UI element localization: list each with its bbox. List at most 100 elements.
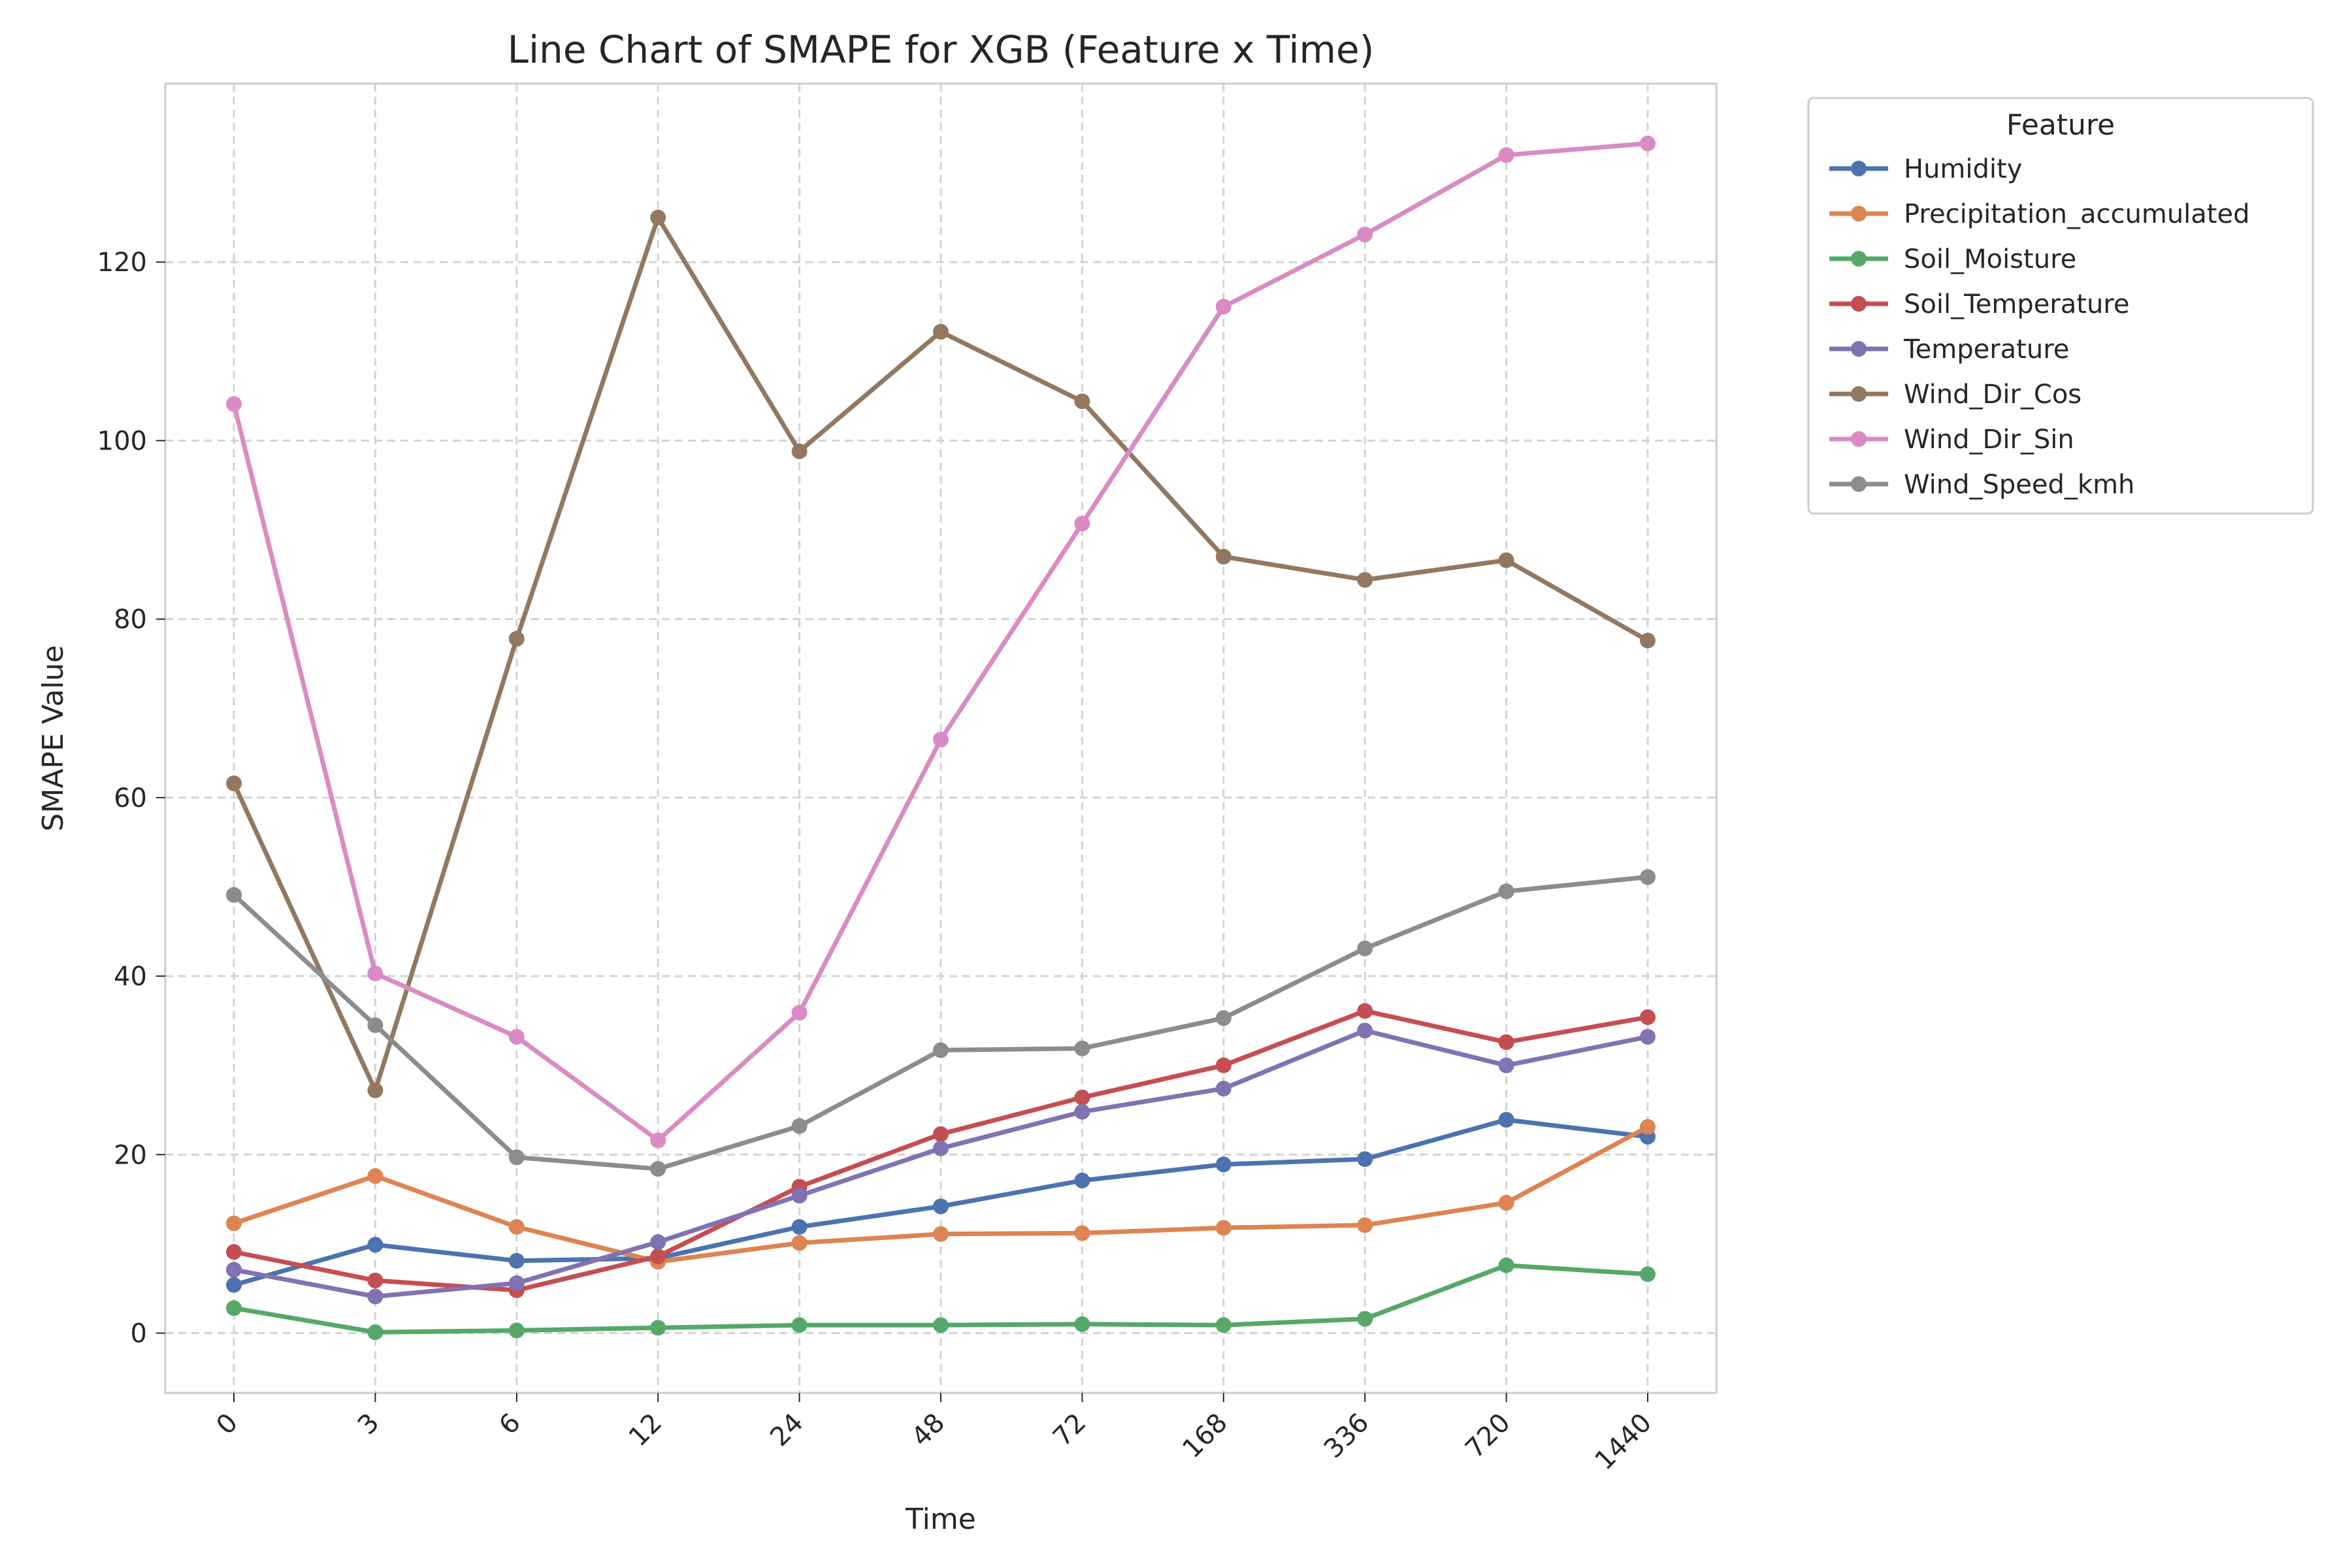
x-tick-label: 0 bbox=[211, 1408, 244, 1441]
data-point bbox=[1498, 1111, 1514, 1128]
data-point bbox=[650, 1161, 666, 1177]
data-point bbox=[1215, 299, 1232, 315]
data-point bbox=[1074, 1316, 1090, 1332]
data-point bbox=[1357, 1003, 1373, 1019]
series-soil-moisture bbox=[226, 1257, 1656, 1341]
data-point bbox=[1074, 515, 1090, 532]
data-point bbox=[226, 1277, 242, 1293]
data-point bbox=[1074, 393, 1090, 410]
y-axis-title: SMAPE Value bbox=[37, 645, 70, 831]
legend-label: Humidity bbox=[1904, 154, 2022, 184]
series-layer bbox=[226, 135, 1656, 1341]
data-point bbox=[650, 1234, 666, 1250]
data-point bbox=[367, 965, 384, 981]
x-tick-label: 72 bbox=[1047, 1408, 1092, 1453]
data-point bbox=[508, 1149, 525, 1166]
data-point bbox=[1357, 1022, 1373, 1039]
data-point bbox=[933, 1198, 949, 1215]
legend-label: Precipitation_accumulated bbox=[1904, 199, 2250, 229]
legend-marker bbox=[1851, 251, 1867, 267]
data-point bbox=[1357, 1151, 1373, 1168]
data-point bbox=[791, 1188, 808, 1204]
data-point bbox=[1640, 869, 1656, 885]
x-tick-label: 48 bbox=[906, 1408, 951, 1453]
data-point bbox=[791, 1118, 808, 1134]
legend-marker bbox=[1851, 476, 1867, 492]
data-point bbox=[1498, 1057, 1514, 1073]
y-tick-label: 0 bbox=[131, 1318, 147, 1348]
data-point bbox=[1498, 1257, 1514, 1273]
data-point bbox=[1215, 1010, 1232, 1026]
data-point bbox=[650, 1320, 666, 1336]
y-axis-ticks: 0 20 40 60 80 100 120 bbox=[97, 248, 165, 1348]
legend-box bbox=[1807, 97, 2314, 515]
legend-marker bbox=[1851, 206, 1867, 221]
data-point bbox=[1498, 552, 1514, 568]
data-point bbox=[1215, 1081, 1232, 1097]
legend-marker bbox=[1851, 296, 1867, 312]
data-point bbox=[1215, 1057, 1232, 1073]
data-point bbox=[1357, 940, 1373, 956]
y-tick-label: 120 bbox=[97, 248, 147, 278]
data-point bbox=[367, 1288, 384, 1305]
y-tick-label: 80 bbox=[114, 605, 147, 635]
legend-label: Wind_Dir_Sin bbox=[1904, 425, 2074, 455]
legend-items: Humidity Precipitation_accumulated Soil_Mo… bbox=[1829, 154, 2250, 500]
data-point bbox=[226, 1215, 242, 1232]
x-tick-label: 1440 bbox=[1590, 1408, 1658, 1477]
legend-label: Temperature bbox=[1903, 335, 2069, 365]
data-point bbox=[791, 1235, 808, 1251]
legend-marker bbox=[1851, 161, 1867, 176]
data-point bbox=[933, 1126, 949, 1142]
legend-label: Soil_Moisture bbox=[1904, 244, 2076, 274]
x-tick-label: 720 bbox=[1460, 1408, 1516, 1465]
series-wind-dir-cos bbox=[226, 209, 1656, 1098]
data-point bbox=[1215, 1220, 1232, 1236]
data-point bbox=[933, 1317, 949, 1333]
data-point bbox=[650, 1248, 666, 1264]
x-axis-title: Time bbox=[905, 1503, 976, 1536]
data-point bbox=[1640, 1028, 1656, 1045]
legend-item: Precipitation_accumulated bbox=[1829, 199, 2250, 229]
data-point bbox=[226, 1244, 242, 1260]
x-tick-label: 3 bbox=[352, 1408, 385, 1441]
data-point bbox=[1498, 1034, 1514, 1051]
legend-item: Temperature bbox=[1829, 335, 2069, 365]
legend: Feature Humidity Precipitation_accumulate… bbox=[1807, 97, 2314, 515]
data-point bbox=[367, 1324, 384, 1341]
x-tick-label: 24 bbox=[764, 1408, 809, 1453]
data-point bbox=[1640, 1009, 1656, 1025]
legend-item: Soil_Moisture bbox=[1829, 244, 2076, 274]
data-point bbox=[1498, 883, 1514, 900]
data-point bbox=[226, 775, 242, 791]
series-temperature bbox=[226, 1022, 1656, 1305]
data-point bbox=[1640, 135, 1656, 152]
chart-title: Line Chart of SMAPE for XGB (Feature x T… bbox=[508, 27, 1375, 72]
data-point bbox=[791, 1005, 808, 1021]
data-point bbox=[1357, 1217, 1373, 1233]
legend-marker bbox=[1851, 431, 1867, 447]
data-point bbox=[1357, 572, 1373, 588]
legend-item: Soil_Temperature bbox=[1829, 289, 2129, 319]
data-point bbox=[1640, 1119, 1656, 1135]
data-point bbox=[1215, 1317, 1232, 1333]
data-point bbox=[367, 1168, 384, 1184]
data-point bbox=[1215, 549, 1232, 565]
data-point bbox=[367, 1017, 384, 1034]
legend-marker bbox=[1851, 341, 1867, 357]
data-point bbox=[508, 1275, 525, 1291]
data-point bbox=[508, 1218, 525, 1235]
data-point bbox=[933, 323, 949, 340]
series-wind-speed-kmh bbox=[226, 869, 1656, 1177]
data-point bbox=[933, 732, 949, 748]
legend-marker bbox=[1851, 386, 1867, 402]
data-point bbox=[1640, 1266, 1656, 1282]
x-tick-label: 12 bbox=[623, 1408, 668, 1453]
x-tick-label: 168 bbox=[1177, 1408, 1233, 1465]
data-point bbox=[1074, 1040, 1090, 1056]
series-humidity bbox=[226, 1111, 1656, 1293]
data-point bbox=[933, 1226, 949, 1242]
data-point bbox=[1074, 1089, 1090, 1105]
